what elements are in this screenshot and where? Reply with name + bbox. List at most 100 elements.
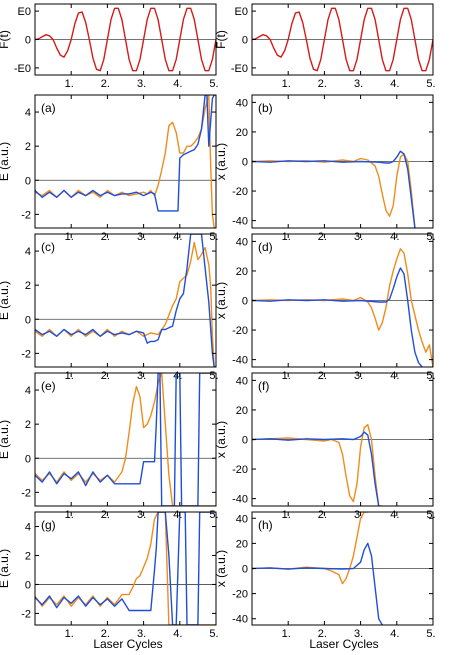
x-tick-label: 5. <box>209 370 218 382</box>
x-axis-label-left: Laser Cycles <box>93 637 162 651</box>
y-tick-label: 0 <box>25 453 31 465</box>
x-tick-label: 2. <box>101 628 110 640</box>
panel-label: (f) <box>258 379 269 393</box>
y-tick-label: -E0 <box>14 63 31 75</box>
y-tick-label: -20 <box>232 186 248 198</box>
y-tick-label: 40 <box>236 97 248 109</box>
y-tick-label: -20 <box>232 464 248 476</box>
panel-label: (h) <box>258 518 273 532</box>
panel-f: 1. 2. 3. 4. 5. -40 -20 0 20 40 x (a.u.) (f) <box>214 372 436 521</box>
y-axis-label: E (a.u.) <box>0 420 11 459</box>
panel-e: 1. 2. 3. 4. 5. -2 0 2 4 E (a.u.) (e) <box>0 372 219 521</box>
y-tick-label: 4 <box>25 385 31 397</box>
y-tick-label: 0 <box>242 35 248 47</box>
y-tick-label: 2 <box>25 280 31 292</box>
y-tick-label: -20 <box>232 325 248 337</box>
x-tick-label: 3. <box>354 509 363 521</box>
panel-label: (a) <box>41 101 56 115</box>
panel-c: 1. 2. 3. 4. 5. -2 0 2 4 E (a.u.) (c) <box>0 233 219 382</box>
x-tick-label: 1. <box>282 628 291 640</box>
y-tick-label: 0 <box>242 564 248 576</box>
series-line-blue <box>252 267 423 367</box>
x-tick-label: 2. <box>318 78 327 90</box>
x-tick-label: 3. <box>137 231 146 243</box>
y-tick-label: -2 <box>21 348 31 360</box>
y-tick-label: -E0 <box>231 63 248 75</box>
x-tick-label: 3. <box>354 628 363 640</box>
panel-label: (g) <box>41 518 56 532</box>
series-line-orange <box>252 248 433 367</box>
series-line-blue <box>35 512 216 625</box>
panel-field-left: 1. 2. 3. 4. 5. E0 0 -E0 F(t) <box>0 3 219 90</box>
y-tick-label: 0 <box>25 35 31 47</box>
x-axis-label-right: Laser Cycles <box>309 637 378 651</box>
x-tick-label: 5. <box>209 231 218 243</box>
y-axis-label: E (a.u.) <box>0 549 11 588</box>
y-tick-label: E0 <box>235 6 248 18</box>
y-tick-label: -40 <box>232 216 248 228</box>
y-tick-label: 2 <box>25 550 31 562</box>
panel-label: (b) <box>258 101 273 115</box>
series-line-blue <box>35 234 216 367</box>
x-tick-label: 5. <box>209 628 218 640</box>
x-tick-label: 1. <box>282 78 291 90</box>
x-tick-label: 5. <box>426 509 435 521</box>
y-tick-label: 40 <box>236 375 248 387</box>
series-line-blue <box>252 431 380 506</box>
y-tick-label: 4 <box>25 246 31 258</box>
series-line-orange <box>252 424 383 506</box>
x-tick-label: 4. <box>173 78 182 90</box>
x-tick-label: 3. <box>137 628 146 640</box>
y-tick-label: -2 <box>21 209 31 221</box>
panel-b: 1. 2. 3. 4. 5. -40 -20 0 20 40 x (a.u.) (b) <box>214 94 436 243</box>
y-tick-label: E0 <box>18 6 31 18</box>
y-tick-label: 2 <box>25 141 31 153</box>
y-tick-label: 20 <box>236 127 248 139</box>
panel-a: 1. 2. 3. 4. 5. -2 0 2 4 E (a.u.) (a) <box>0 94 219 243</box>
y-axis-label: x (a.u.) <box>214 282 228 319</box>
x-tick-label: 1. <box>65 78 74 90</box>
series-line-blue <box>35 373 216 506</box>
x-tick-label: 3. <box>354 231 363 243</box>
y-tick-label: 40 <box>236 236 248 248</box>
x-tick-label: 1. <box>282 231 291 243</box>
y-tick-label: 20 <box>236 538 248 550</box>
y-tick-label: -40 <box>232 494 248 506</box>
axes-frame <box>34 511 217 626</box>
y-tick-label: -2 <box>21 487 31 499</box>
y-tick-label: 4 <box>25 521 31 533</box>
y-tick-label: -40 <box>232 355 248 367</box>
y-tick-label: 40 <box>236 513 248 525</box>
x-tick-label: 4. <box>173 231 182 243</box>
series-line-blue <box>252 542 383 625</box>
series-line-laser <box>35 7 216 72</box>
y-tick-label: -20 <box>232 589 248 601</box>
y-axis-label: E (a.u.) <box>0 281 11 320</box>
y-tick-label: 0 <box>242 157 248 169</box>
y-axis-label: x (a.u.) <box>214 421 228 458</box>
y-tick-label: 2 <box>25 419 31 431</box>
panel-label: (d) <box>258 240 273 254</box>
x-tick-label: 2. <box>318 509 327 521</box>
x-tick-label: 5. <box>426 628 435 640</box>
series-line-blue <box>252 150 416 228</box>
series-line-orange <box>35 95 216 228</box>
axes-frame <box>34 372 217 507</box>
x-tick-label: 4. <box>390 78 399 90</box>
x-tick-label: 1. <box>282 370 291 382</box>
series-line-laser <box>252 7 433 72</box>
series-line-orange <box>35 373 216 506</box>
x-tick-label: 4. <box>390 628 399 640</box>
x-tick-label: 2. <box>318 628 327 640</box>
x-tick-label: 3. <box>354 78 363 90</box>
axes-frame <box>34 94 217 229</box>
x-tick-label: 2. <box>101 509 110 521</box>
y-tick-label: 0 <box>25 175 31 187</box>
x-tick-label: 3. <box>137 78 146 90</box>
y-tick-label: -40 <box>232 614 248 626</box>
x-tick-label: 3. <box>137 509 146 521</box>
series-line-orange <box>35 512 216 625</box>
panel-g: 1. 2. 3. 4. 5. -2 0 2 4 E (a.u.) (g) <box>0 511 219 640</box>
x-tick-label: 5. <box>209 509 218 521</box>
